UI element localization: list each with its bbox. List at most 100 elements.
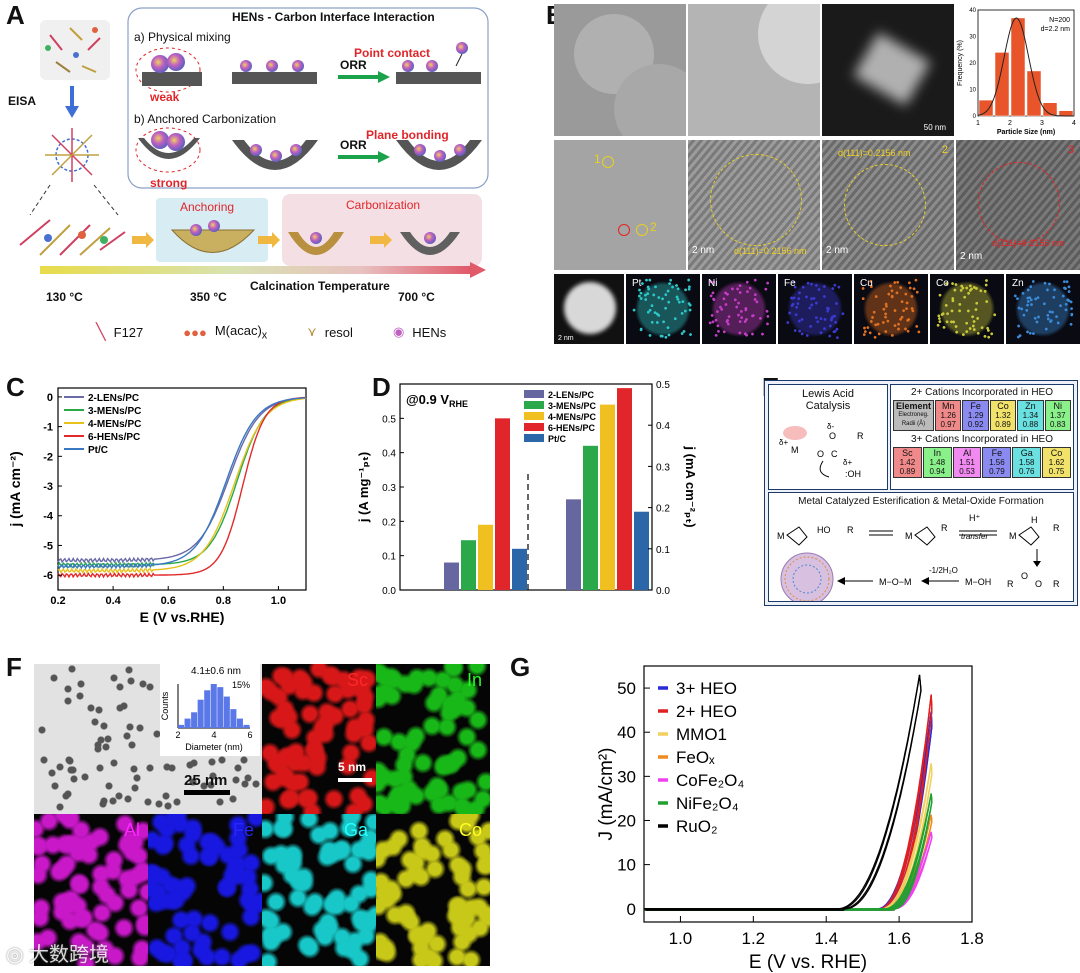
legend-swatch [524,434,544,442]
svg-text:H: H [1031,515,1038,525]
anchoring-label: Anchoring [180,200,234,214]
y-tick-label: -6 [43,570,53,582]
svg-text:M: M [1009,531,1017,541]
svg-text:δ-: δ- [827,422,834,431]
svg-text:δ+: δ+ [843,458,852,467]
strong-label: strong [150,176,187,190]
eds-map-cu: Cu [854,274,928,344]
panel-a-legend: ╲ F127 ●●● M(acac)x ⋎ resol ◉ HENs [96,322,446,342]
hist-bar [185,719,191,728]
cation-3-Sc: Sc 1.42 0.89 [893,447,922,478]
eisa-label: EISA [8,94,36,108]
mechanism-diagram: M HO R M R H⁺ transfer M H R R O O R M−O… [769,509,1073,601]
lewis-acid-diagram: δ+ M δ- O O C δ+ R :OH [769,417,887,487]
svg-text:H⁺: H⁺ [969,513,980,523]
hist-x-tick: 4 [211,730,216,740]
legend-label: Pt/C [548,434,567,444]
y-left-tick-label: 0.4 [382,449,396,460]
y-tick-label: 10 [617,856,636,875]
y-right-tick-label: 0.4 [656,421,670,432]
cation-3-Fe: Fe 1.56 0.79 [982,447,1011,478]
macac-icon: ●●● [183,325,207,340]
legend-label: FeOₓ [676,748,715,767]
x-tick-label: 1.4 [814,929,838,948]
plane-bonding-label: Plane bonding [366,128,449,142]
hist-bar [211,684,217,728]
x-axis-label: E (V vs. RHE) [749,952,867,973]
legend-label: 6-HENs/PC [548,423,596,433]
map-fe: Fe [148,814,262,966]
svg-text:R: R [847,525,854,535]
svg-text:R: R [857,431,864,441]
legend-label: 2+ HEO [676,702,737,721]
svg-text:R: R [1053,579,1060,589]
legend-label: 2-LENs/PC [548,390,595,400]
y-tick-label: 30 [617,767,636,786]
hist-x-tick: 3 [1040,120,1044,127]
y-tick-label: -2 [43,451,53,463]
map-sc: Sc [262,664,376,814]
hist-bar [1059,111,1073,116]
svg-text:O: O [817,449,824,459]
hist-y-label: Frequency (%) [957,40,964,86]
oer-curve-CoFe₂O₄ [644,832,932,910]
temp-130: 130 °C [46,290,83,304]
y-tick-label: -1 [43,422,53,434]
cation-header: Element Electroneg. Radii (Å) [893,400,934,431]
svg-text:R: R [1053,523,1060,533]
hist-bar [1027,71,1041,116]
y-right-tick-label: 0.3 [656,462,670,473]
hrtem-site-2: d(111)=0.2156 nm 2 2 nm [822,140,954,270]
x-tick-label: 1.0 [669,929,693,948]
bar-specific-6-HENs/PC [617,388,632,590]
eds-haadf: 2 nm [554,274,624,344]
calc-temp-label: Calcination Temperature [250,279,390,293]
panel-g-oer-chart: 1.0 1.2 1.4 1.6 1.801020304050E (V vs. RHE)J… [512,652,1072,973]
legend-label: 4-MENs/PC [548,412,597,422]
svg-text:O: O [1021,571,1028,581]
legend-label: 3+ HEO [676,679,737,698]
cation-3-Al: Al 1.51 0.53 [953,447,982,478]
panel-d-activity-chart: 0.0 0.1 0.2 0.3 0.4 0.5 0.0 0.1 0.2 0.3 0.4 0.5 j (A… [352,372,732,634]
hist-bar [230,709,236,728]
orr-label-1: ORR [340,58,367,72]
y-right-label: j (mA cm⁻²ₚₜ) [683,445,698,527]
weak-label: weak [150,90,179,104]
hist-bar [198,700,204,728]
cation-2-Ni: Ni 1.37 0.83 [1045,400,1071,431]
legend-swatch [524,412,544,420]
cations-2-title: 2+ Cations Incorporated in HEO [891,387,1073,398]
legend-f127: F127 [114,325,144,340]
bar-specific-4-MENs/PC [600,405,615,590]
haadf-image: 50 nm [822,4,954,136]
legend-label: RuO₂ [676,817,718,836]
map-co: Co [376,814,490,966]
tem-sites: 1 2 [554,140,686,270]
scale-5nm-label: 5 nm [338,760,366,774]
x-tick-label: 0.8 [216,595,231,607]
y-tick-label: -5 [43,540,53,552]
x-tick-label: 0.6 [161,595,176,607]
legend-swatch [524,423,544,431]
hrtem-site-1: 2 nm d(111)=0.2156 nm [688,140,820,270]
y-tick-label: 50 [617,679,636,698]
panel-c-lsv-chart: 0.2 0.4 0.6 0.8 1.0 0 -1 -2 -3 -4 -5 -6 E (V vs.RHE)… [0,372,320,634]
svg-text:δ+: δ+ [779,438,788,447]
legend-hens: HENs [412,325,446,340]
y-left-label: j (A mg⁻¹ₚₜ) [356,452,371,523]
legend-label: MMO1 [676,725,727,744]
hist-x-tick: 2 [175,730,180,740]
hist-x-tick: 4 [1072,120,1076,127]
bar-specific-Pt/C [634,512,649,590]
map-ga: Ga [262,814,376,966]
cation-2-Co: Co 1.32 0.89 [990,400,1016,431]
micelle [45,128,99,182]
hist-x-tick: 2 [1008,120,1012,127]
particle-size-histogram: 1 2 3 4010203040Particle Size (nm)Frequency… [956,4,1080,138]
y-left-tick-label: 0.1 [382,552,396,563]
y-right-tick-label: 0.1 [656,545,670,556]
oer-curve-CoFe₂O₄ [644,832,932,910]
panel-label-f: F [6,652,22,683]
hist-bar [204,690,210,728]
legend-swatch [524,390,544,398]
